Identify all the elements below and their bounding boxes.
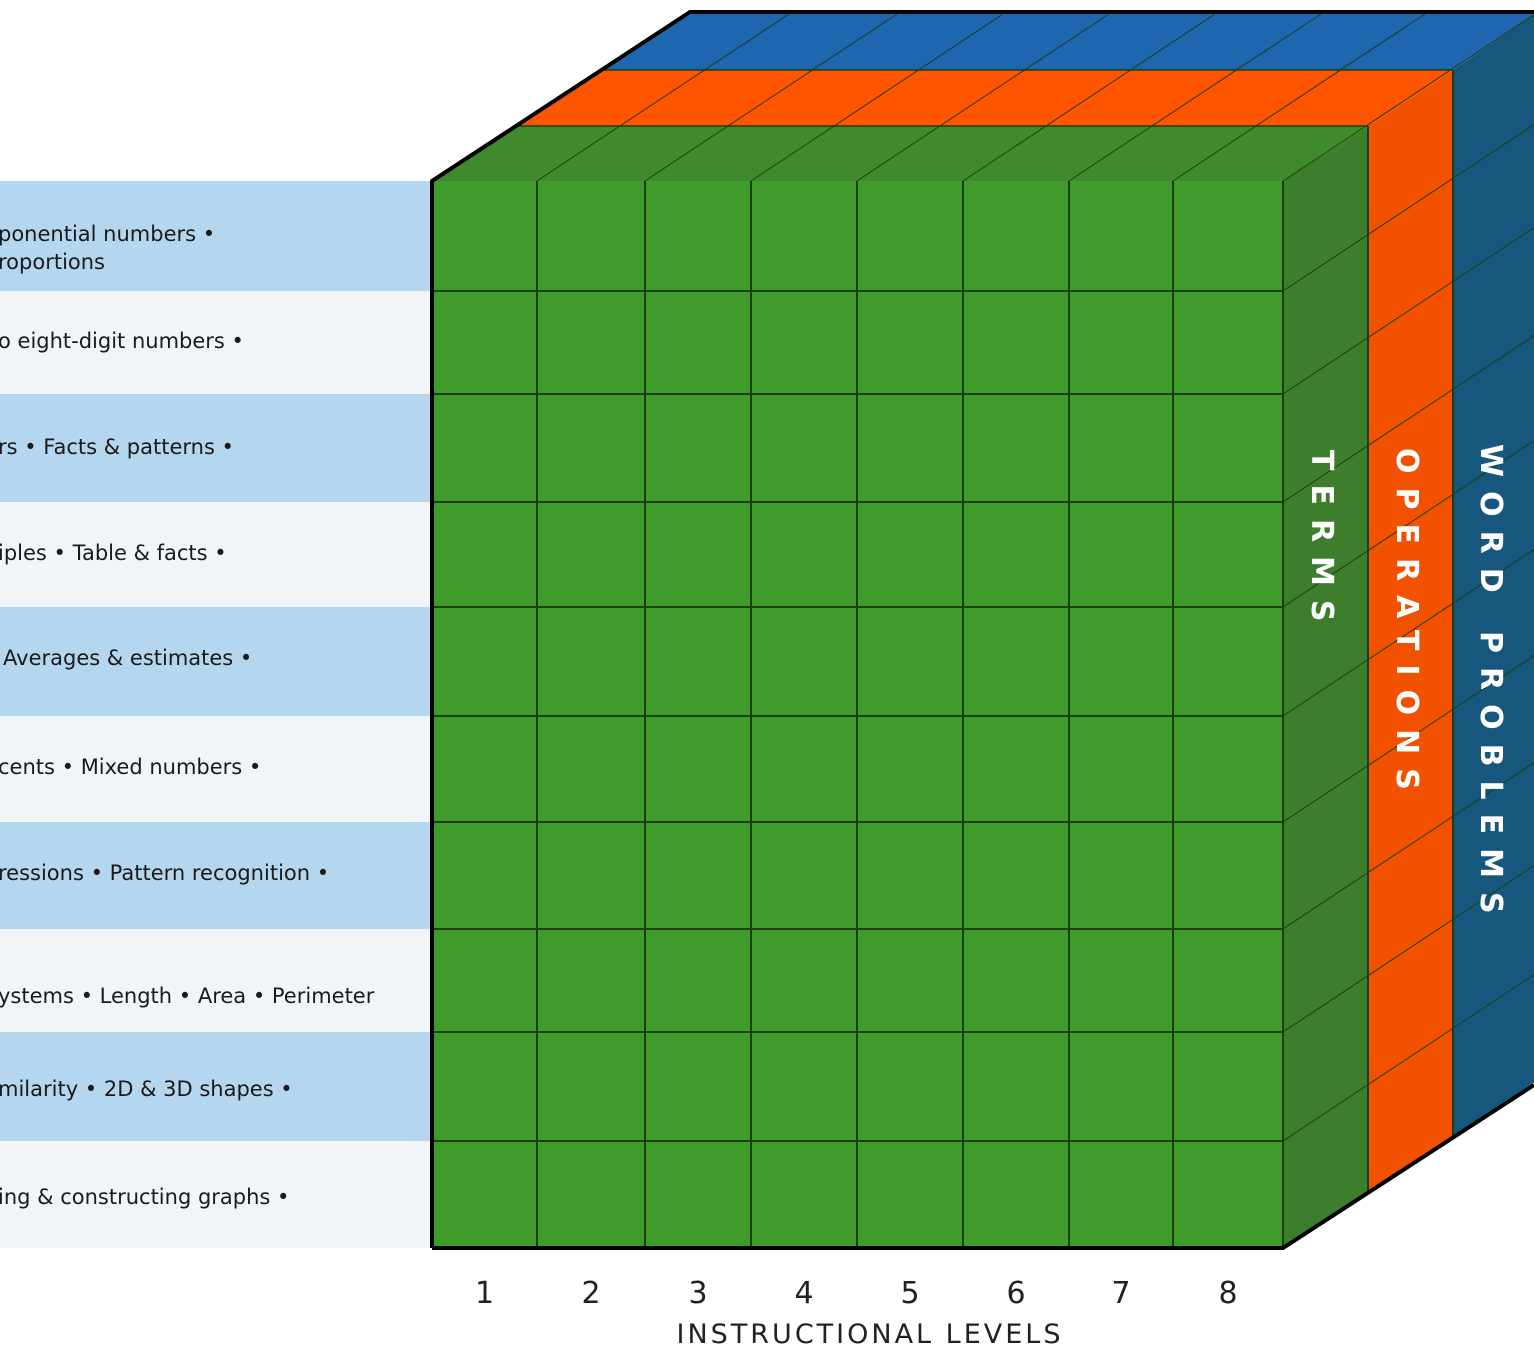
row-label: milarity • 2D & 3D shapes • <box>0 1077 293 1101</box>
level-label: 3 <box>688 1276 707 1311</box>
terms-side <box>1283 126 1368 1248</box>
level-label: 1 <box>475 1276 494 1311</box>
grid-line <box>1282 974 1534 1142</box>
level-label: 6 <box>1006 1276 1025 1311</box>
row-band <box>0 1032 432 1141</box>
operations-label: OPERATIONS <box>1389 448 1424 804</box>
operations-top <box>517 70 1453 126</box>
word-problems-label: WORD PROBLEMS <box>1473 444 1508 928</box>
grid-line <box>750 11 1007 182</box>
row-band <box>0 1141 432 1248</box>
row-label: roportions <box>0 250 105 274</box>
grid-line <box>1282 549 1534 717</box>
row-label: rs • Facts & patterns • <box>0 435 234 459</box>
terms-label: TERMS <box>1304 450 1339 636</box>
grid-line <box>1282 762 1534 930</box>
grid-line <box>1282 440 1534 608</box>
terms-top <box>432 126 1368 181</box>
grid-line <box>536 11 793 182</box>
row-label: ing & constructing graphs • <box>0 1185 289 1209</box>
grid-line <box>1068 11 1325 182</box>
row-band <box>0 716 432 822</box>
grid-line <box>856 11 1113 182</box>
grid-line <box>1282 14 1534 182</box>
level-label: 4 <box>794 1276 813 1311</box>
grid-line <box>1282 227 1534 395</box>
level-label: 8 <box>1218 1276 1237 1311</box>
row-label: ystems • Length • Area • Perimeter <box>0 984 375 1008</box>
grid-line <box>644 11 901 182</box>
outline <box>430 10 1534 1248</box>
grid-line <box>1282 335 1534 503</box>
row-band <box>0 502 432 607</box>
grid-line <box>1172 11 1429 182</box>
outline <box>432 1083 1534 1250</box>
row-label: ponential numbers • <box>0 222 215 246</box>
row-band <box>0 394 432 502</box>
grid-line <box>1282 865 1534 1033</box>
grid-line <box>1282 124 1534 292</box>
level-label: 7 <box>1111 1276 1130 1311</box>
row-band <box>0 607 432 716</box>
row-band <box>0 291 432 394</box>
row-band <box>0 822 432 929</box>
row-band <box>0 929 432 1032</box>
grid-line <box>962 11 1219 182</box>
row-band <box>0 181 432 291</box>
grid <box>432 11 1534 1248</box>
axis-label: INSTRUCTIONAL LEVELS <box>677 1319 1064 1350</box>
row-label: o eight-digit numbers • <box>0 329 244 353</box>
row-bands: ponential numbers • roportions o eight-dig… <box>0 181 432 1248</box>
word-problems-side <box>1453 14 1534 1137</box>
level-label: 2 <box>581 1276 600 1311</box>
row-label: Averages & estimates • <box>3 646 252 670</box>
row-label: ressions • Pattern recognition • <box>0 861 329 885</box>
row-label: iples • Table & facts • <box>0 541 227 565</box>
level-label: 5 <box>900 1276 919 1311</box>
grid-line <box>1282 655 1534 823</box>
row-label: cents • Mixed numbers • <box>0 755 261 779</box>
levels: 1 2 3 4 5 6 7 8 <box>475 1276 1238 1311</box>
